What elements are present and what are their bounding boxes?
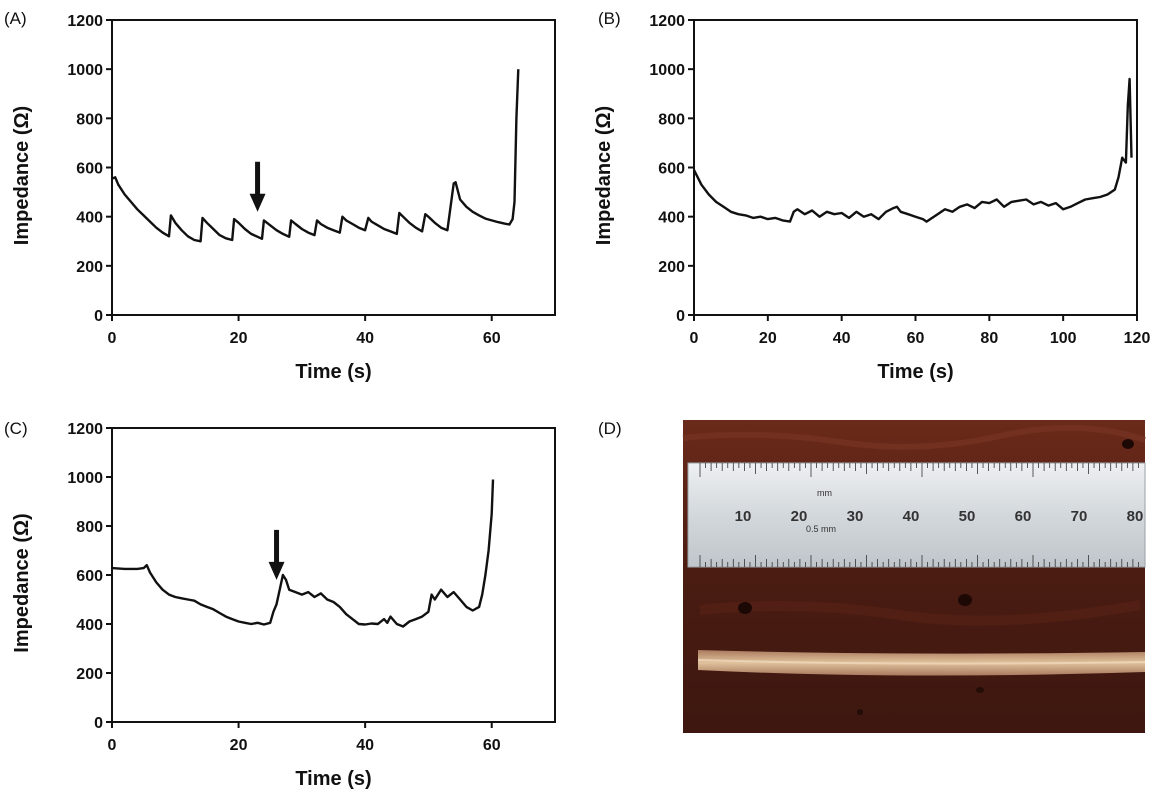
- panel-label-a: (A): [4, 9, 27, 28]
- impedance-line-c: [111, 479, 495, 628]
- y-tick-label: 200: [658, 259, 685, 276]
- plot-frame-b: [693, 19, 1138, 316]
- x-tick-label: 0: [690, 330, 699, 347]
- y-tick-label: 400: [76, 617, 103, 634]
- ruler-number: 70: [1071, 508, 1088, 525]
- plot-frame-a: [111, 19, 556, 316]
- y-tick-label: 200: [76, 666, 103, 683]
- y-tick-label: 1200: [67, 421, 103, 438]
- x-tick-label: 20: [230, 330, 248, 347]
- y-tick-label: 600: [76, 568, 103, 585]
- x-tick-label: 40: [356, 737, 374, 754]
- ruler-number: 60: [1015, 508, 1032, 525]
- ruler: 10 20 30 40 50 60 70 80 mm 0.5 mm: [687, 462, 1146, 568]
- ruler-number: 10: [735, 508, 752, 525]
- x-tick-label: 40: [356, 330, 374, 347]
- tissue-vessel: [738, 602, 752, 614]
- x-tick-label: 20: [759, 330, 777, 347]
- x-tick-label: 0: [108, 330, 117, 347]
- ruler-sub-unit-label: 0.5 mm: [806, 524, 836, 534]
- x-axis-title-c: Time (s): [295, 768, 371, 790]
- x-tick-label: 40: [833, 330, 851, 347]
- panel-label-d: (D): [598, 419, 622, 438]
- x-tick-label: 100: [1050, 330, 1077, 347]
- impedance-chart-a: 0 200 400 600 800 1000 1200 0 20 40 60 Time (s) Impe…: [11, 13, 556, 383]
- x-tick-label: 0: [108, 737, 117, 754]
- impedance-line-b: [692, 77, 1133, 223]
- panel-label-b: (B): [598, 9, 621, 28]
- y-tick-label: 1200: [67, 13, 103, 30]
- annotation-arrow-c: [268, 529, 285, 580]
- x-tick-label: 20: [230, 737, 248, 754]
- plot-frame-c: [111, 427, 556, 723]
- ruler-body: [687, 462, 1146, 568]
- y-tick-label: 1000: [67, 62, 103, 79]
- y-tick-label: 1000: [67, 470, 103, 487]
- impedance-line-a: [111, 69, 520, 243]
- tissue-vessel: [958, 594, 972, 606]
- ruler-number: 40: [903, 508, 920, 525]
- x-tick-label: 80: [980, 330, 998, 347]
- x-axis-title-a: Time (s): [295, 361, 371, 383]
- panel-label-c: (C): [4, 419, 28, 438]
- y-tick-label: 800: [658, 111, 685, 128]
- y-axis-title-c: Impedance (Ω): [11, 513, 33, 652]
- y-tick-label: 200: [76, 259, 103, 276]
- ruler-unit-label: mm: [817, 488, 832, 498]
- x-axis-title-b: Time (s): [877, 361, 953, 383]
- x-tick-label: 120: [1124, 330, 1151, 347]
- x-tick-label: 60: [907, 330, 925, 347]
- y-tick-label: 400: [658, 210, 685, 227]
- y-tick-label: 0: [94, 308, 103, 325]
- tissue-photo: 10 20 30 40 50 60 70 80 mm 0.5 mm: [682, 420, 1146, 733]
- ruler-numbers: 10 20 30 40 50 60 70 80: [735, 508, 1144, 525]
- y-axis-title-a: Impedance (Ω): [11, 106, 33, 245]
- ruler-number: 80: [1127, 508, 1144, 525]
- tissue-vessel: [1122, 439, 1134, 449]
- ruler-number: 50: [959, 508, 976, 525]
- y-axis-title-b: Impedance (Ω): [593, 106, 615, 245]
- y-tick-label: 1200: [649, 13, 685, 30]
- y-tick-label: 0: [676, 308, 685, 325]
- y-tick-label: 600: [658, 161, 685, 178]
- impedance-chart-c: 0 200 400 600 800 1000 1200 0 20 40 60 Time (s) Impe…: [11, 421, 556, 790]
- y-tick-label: 600: [76, 161, 103, 178]
- y-tick-label: 0: [94, 715, 103, 732]
- ruler-ticks-top: [699, 463, 1139, 477]
- impedance-chart-b: 0 200 400 600 800 1000 1200 0 20 40 60 80 100 120 Time…: [593, 13, 1150, 383]
- ruler-number: 30: [847, 508, 864, 525]
- x-tick-label: 60: [483, 737, 501, 754]
- y-tick-label: 1000: [649, 62, 685, 79]
- ruler-ticks-bottom: [699, 555, 1139, 567]
- annotation-arrow-a: [249, 161, 266, 212]
- y-tick-label: 400: [76, 210, 103, 227]
- y-tick-label: 800: [76, 519, 103, 536]
- y-tick-label: 800: [76, 111, 103, 128]
- x-tick-label: 60: [483, 330, 501, 347]
- ruler-number: 20: [791, 508, 808, 525]
